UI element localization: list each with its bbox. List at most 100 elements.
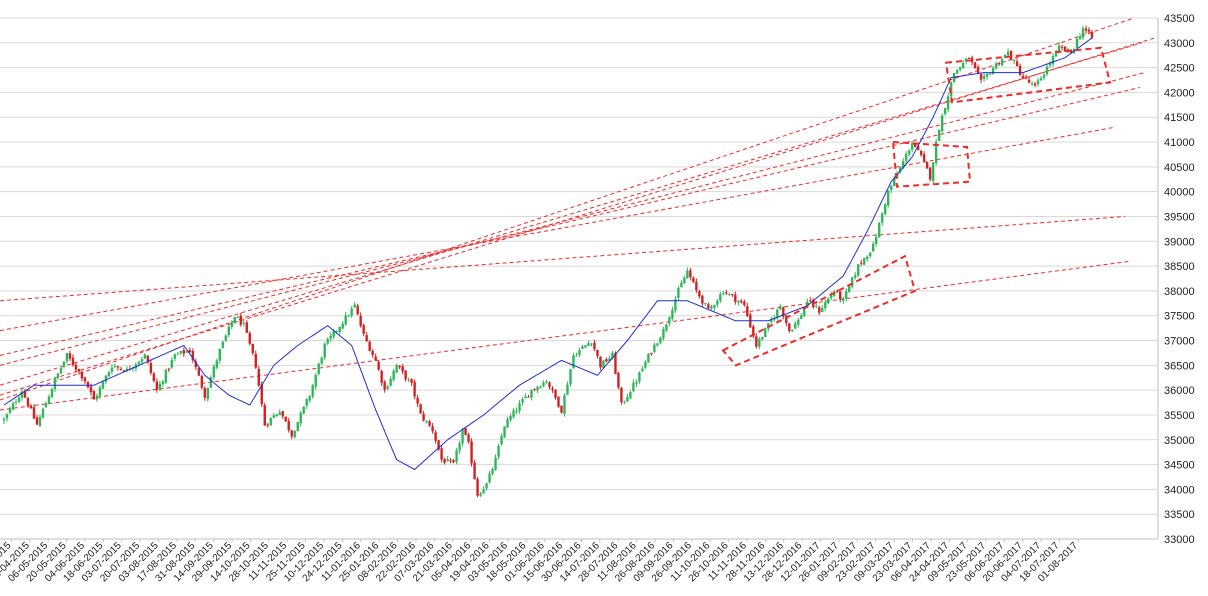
candle-body (943, 107, 947, 115)
candle-body (314, 375, 317, 387)
candle-body (431, 426, 434, 432)
candle-body (863, 257, 866, 265)
candle-body (122, 370, 126, 372)
candle-body (380, 370, 383, 383)
candle-body (617, 372, 620, 388)
candle-body (662, 329, 665, 339)
candle-body (269, 418, 272, 426)
candle-body (587, 343, 590, 347)
candle-body (311, 385, 314, 397)
candle-body (725, 292, 728, 294)
candle-body (512, 410, 515, 417)
candle-body (991, 67, 995, 75)
candle-body (629, 392, 632, 399)
candle-body (452, 460, 455, 463)
candle-body (854, 275, 857, 278)
y-tick-label: 43500 (1164, 13, 1195, 25)
candle-body (332, 330, 335, 337)
candle-body (407, 379, 410, 381)
candle-body (545, 381, 548, 383)
candle-body (218, 348, 222, 361)
candle-body (368, 341, 371, 351)
candle-body (800, 315, 803, 319)
candle-body (539, 387, 542, 389)
candle-body (305, 399, 308, 406)
candle-body (734, 294, 737, 302)
candle-body (677, 288, 680, 298)
candle-body (1033, 83, 1037, 86)
candle-body (656, 343, 659, 346)
candle-body (41, 408, 45, 418)
candle-body (53, 378, 57, 389)
trend-line (0, 215, 1126, 302)
candle-body (470, 441, 473, 464)
candle-body (344, 315, 347, 325)
candle-body (916, 145, 920, 150)
trend-line (0, 37, 1156, 396)
candle-body (233, 316, 236, 324)
candle-body (479, 493, 482, 496)
candle-body (665, 324, 668, 331)
candle-body (227, 326, 230, 336)
candle-body (839, 291, 842, 300)
candle-body (752, 326, 755, 337)
candle-body (335, 330, 338, 332)
candle-body (35, 417, 39, 425)
candle-body (647, 353, 650, 363)
candle-body (1030, 83, 1034, 85)
candle-body (1042, 74, 1046, 78)
candle-body (392, 370, 395, 380)
candle-body (955, 69, 959, 74)
candle-body (710, 306, 713, 309)
candle-body (581, 346, 584, 349)
candle-body (521, 399, 524, 403)
candle-body (440, 448, 443, 460)
candle-body (461, 429, 464, 444)
candle-body (77, 369, 81, 372)
candle-body (1084, 28, 1088, 31)
candle-body (925, 162, 929, 169)
candle-body (536, 386, 539, 391)
candle-body (578, 350, 581, 355)
candle-body (209, 377, 213, 388)
candle-body (883, 204, 887, 214)
candle-body (937, 129, 941, 141)
candle-body (683, 277, 686, 284)
candle-body (389, 378, 392, 386)
candle-body (497, 445, 500, 457)
candle-body (997, 63, 1001, 65)
y-tick-label: 39500 (1164, 211, 1195, 223)
candle-body (830, 295, 833, 299)
candle-body (961, 62, 965, 69)
candle-body (467, 434, 470, 442)
candle-body (910, 143, 914, 150)
candle-body (776, 309, 779, 319)
candle-body (326, 338, 329, 344)
candle-body (1000, 59, 1004, 66)
candle-body (1087, 29, 1091, 32)
candle-body (940, 115, 944, 132)
candle-body (907, 150, 911, 155)
candle-body (695, 281, 698, 291)
candle-body (62, 361, 66, 367)
candle-body (889, 185, 893, 191)
candle-body (251, 343, 254, 353)
candle-body (494, 457, 497, 470)
candle-body (527, 396, 530, 398)
candle-body (848, 285, 851, 292)
candle-body (116, 366, 120, 368)
candle-body (422, 413, 425, 421)
candle-body (866, 256, 869, 260)
candle-body (653, 344, 656, 352)
candle-body (934, 141, 938, 164)
candle-body (260, 384, 263, 405)
candle-body (47, 396, 51, 405)
annotation-box (721, 254, 917, 367)
candle-body (434, 432, 437, 441)
y-tick-label: 34000 (1164, 484, 1195, 496)
candle-body (566, 384, 569, 395)
candle-body (263, 405, 266, 426)
candle-body (892, 177, 896, 187)
candle-body (1036, 80, 1040, 85)
